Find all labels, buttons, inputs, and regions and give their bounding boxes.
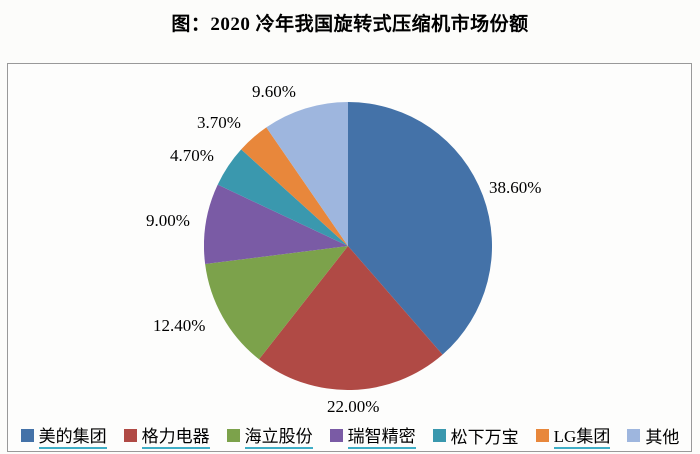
legend-item: 美的集团 xyxy=(20,422,107,449)
legend-label: 格力电器 xyxy=(141,422,210,449)
legend-item: LG集团 xyxy=(535,422,611,449)
legend-swatch-icon xyxy=(123,429,137,442)
legend-label: 其他 xyxy=(645,428,680,447)
legend-label: LG集团 xyxy=(553,422,611,449)
pie-slice-美的集团 xyxy=(348,102,492,355)
chart-title: 图：2020 冷年我国旋转式压缩机市场份额 xyxy=(171,14,529,35)
data-label-gree: 22.00% xyxy=(327,397,380,416)
legend-label: 松下万宝 xyxy=(450,428,519,447)
data-label-rechi: 9.00% xyxy=(146,211,190,230)
legend-swatch-icon xyxy=(627,429,641,442)
pie-slice-松下万宝 xyxy=(217,149,348,246)
pie-slice-海立股份 xyxy=(205,246,348,360)
legend-swatch-icon xyxy=(329,429,343,442)
pie-slice-其他 xyxy=(266,102,348,246)
pie-slice-格力电器 xyxy=(259,246,443,390)
legend-item: 格力电器 xyxy=(123,422,210,449)
pie-chart xyxy=(204,102,492,390)
legend-swatch-icon xyxy=(535,429,549,442)
legend-item: 海立股份 xyxy=(226,422,313,449)
data-label-lg: 3.70% xyxy=(197,113,241,132)
pie-slice-LG集团 xyxy=(241,127,348,246)
data-label-others: 9.60% xyxy=(252,82,296,101)
data-label-midea: 38.60% xyxy=(489,178,542,197)
legend-item: 其他 xyxy=(627,423,679,448)
legend-item: 松下万宝 xyxy=(432,423,519,448)
data-label-panasonic: 4.70% xyxy=(170,146,214,165)
legend-swatch-icon xyxy=(226,429,240,442)
legend-swatch-icon xyxy=(432,429,446,442)
chart-legend: 美的集团 格力电器 海立股份 瑞智精密 松下万宝 LG集团 其他 xyxy=(12,422,688,449)
legend-label: 海立股份 xyxy=(244,422,313,449)
legend-label: 美的集团 xyxy=(38,422,107,449)
pie-slice-瑞智精密 xyxy=(204,184,348,265)
legend-item: 瑞智精密 xyxy=(329,422,416,449)
data-label-highly: 12.40% xyxy=(153,316,206,335)
legend-label: 瑞智精密 xyxy=(347,422,416,449)
legend-swatch-icon xyxy=(20,429,34,442)
